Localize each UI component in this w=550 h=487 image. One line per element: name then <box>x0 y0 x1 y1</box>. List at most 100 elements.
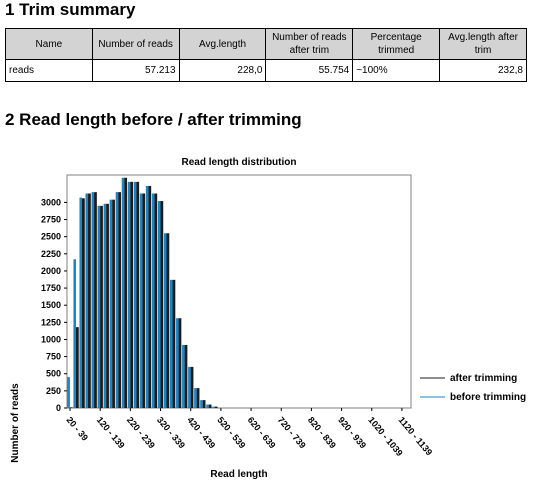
bar-before-trimming <box>182 344 185 408</box>
column-header-number-of-reads: Number of reads <box>91 28 180 60</box>
bar-before-trimming <box>133 181 137 408</box>
cell-reads-after-trim: 55.754 <box>265 59 354 82</box>
bar-after-trimming <box>172 279 176 408</box>
bar-before-trimming <box>91 192 95 408</box>
y-tick-label: 0 <box>56 403 61 413</box>
y-axis: 0 250 500 750 1000 1250 1500 1750 2000 2250 2500 27… <box>41 197 67 413</box>
bar-after-trimming <box>82 198 85 408</box>
bar-after-trimming <box>148 185 152 408</box>
bar-before-trimming <box>97 205 101 408</box>
bar-before-trimming <box>188 366 191 408</box>
y-tick-label: 3000 <box>41 197 61 207</box>
bar-before-trimming <box>200 400 203 408</box>
bar-before-trimming <box>194 388 197 408</box>
bar-before-trimming <box>115 192 119 408</box>
cell-number-of-reads: 57.213 <box>91 59 180 82</box>
y-tick-label: 500 <box>46 369 61 379</box>
read-length-chart: Read length distribution 0 250 500 750 1000 1… <box>10 157 526 480</box>
bar-after-trimming <box>184 344 188 408</box>
bar-after-trimming <box>160 201 164 408</box>
legend: after trimming before trimming <box>420 373 526 403</box>
x-tick-label: 720 - 739 <box>276 415 308 451</box>
bar-after-trimming <box>214 406 218 408</box>
y-tick-label: 1500 <box>41 300 61 310</box>
bar-before-trimming <box>169 279 173 408</box>
bar-before-trimming <box>139 193 143 408</box>
cell-avg-length: 228,0 <box>178 59 267 82</box>
bar-after-trimming <box>142 193 146 408</box>
x-tick-label: 520 - 539 <box>215 415 247 451</box>
trim-summary-table: Name Number of reads Avg.length Number o… <box>5 28 527 82</box>
bar-after-trimming <box>94 192 97 408</box>
y-tick-label: 2250 <box>41 249 61 259</box>
bar-before-trimming <box>163 233 167 408</box>
table-header-row: Name Number of reads Avg.length Number o… <box>5 28 527 60</box>
x-tick-label: 320 - 339 <box>155 415 187 451</box>
bar-before-trimming <box>79 197 83 408</box>
bar-before-trimming <box>109 199 113 408</box>
table-row: reads 57.213 228,0 55.754 ~100% 232,8 <box>5 59 527 82</box>
x-tick-label: 620 - 639 <box>246 415 278 451</box>
y-tick-label: 250 <box>46 386 61 396</box>
y-tick-label: 2500 <box>41 232 61 242</box>
bar-after-trimming <box>100 205 103 408</box>
bar-after-trimming <box>166 233 170 408</box>
bar-after-trimming <box>154 193 158 408</box>
bar-before-trimming <box>121 177 125 408</box>
section-heading-read-length: 2 Read length before / after trimming <box>5 110 302 129</box>
y-tick-label: 750 <box>46 352 61 362</box>
x-tick-label: 420 - 439 <box>185 415 217 451</box>
x-tick-label: 920 - 939 <box>336 415 368 451</box>
x-axis-label: Read length <box>210 469 267 480</box>
bar-after-trimming <box>69 407 73 408</box>
bar-after-trimming <box>75 327 79 408</box>
bar-before-trimming <box>212 406 215 408</box>
cell-name: reads <box>5 59 93 82</box>
bar-after-trimming <box>112 199 115 408</box>
x-tick-label: 20 - 39 <box>64 415 90 443</box>
section-heading-trim-summary: 1 Trim summary <box>5 0 136 19</box>
bar-before-trimming <box>67 377 70 408</box>
cell-avg-length-after-trim: 232,8 <box>439 59 527 82</box>
legend-label-after-trimming: after trimming <box>450 373 517 384</box>
bar-before-trimming <box>103 203 107 408</box>
y-tick-label: 2000 <box>41 266 61 276</box>
bars-group <box>67 177 218 408</box>
bar-before-trimming <box>157 201 161 408</box>
y-tick-label: 1000 <box>41 334 61 344</box>
bar-after-trimming <box>106 203 109 408</box>
bar-after-trimming <box>196 388 200 408</box>
bar-after-trimming <box>124 177 128 408</box>
column-header-avg-length-after-trim: Avg.length after trim <box>439 28 527 60</box>
bar-after-trimming <box>178 318 182 408</box>
bar-before-trimming <box>73 259 76 408</box>
x-tick-label: 220 - 239 <box>125 415 157 451</box>
y-tick-label: 1250 <box>41 317 61 327</box>
x-tick-label: 820 - 839 <box>306 415 338 451</box>
column-header-name: Name <box>5 28 93 60</box>
bar-after-trimming <box>118 192 121 408</box>
legend-label-before-trimming: before trimming <box>450 392 526 403</box>
bar-before-trimming <box>206 404 209 408</box>
column-header-percentage-trimmed: Percentage trimmed <box>352 28 441 60</box>
bar-after-trimming <box>202 400 206 408</box>
bar-after-trimming <box>208 404 212 408</box>
y-tick-label: 1750 <box>41 283 61 293</box>
bar-before-trimming <box>151 193 155 408</box>
bar-before-trimming <box>85 193 89 408</box>
bar-after-trimming <box>88 193 91 408</box>
bar-after-trimming <box>190 366 194 408</box>
bar-after-trimming <box>136 181 140 408</box>
column-header-avg-length: Avg.length <box>178 28 267 60</box>
bar-after-trimming <box>130 181 134 408</box>
bar-before-trimming <box>127 181 131 408</box>
bar-before-trimming <box>145 185 149 408</box>
chart-title: Read length distribution <box>182 157 297 168</box>
column-header-reads-after-trim: Number of reads after trim <box>265 28 354 60</box>
cell-percentage-trimmed: ~100% <box>352 59 441 82</box>
y-axis-label: Number of reads <box>10 383 21 463</box>
y-tick-label: 2750 <box>41 215 61 225</box>
x-tick-label: 120 - 139 <box>95 415 127 451</box>
bar-before-trimming <box>176 318 179 408</box>
